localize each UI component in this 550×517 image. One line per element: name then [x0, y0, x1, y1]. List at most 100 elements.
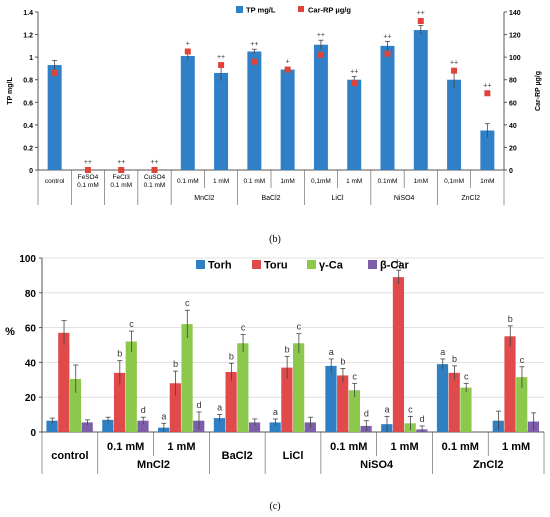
b-car-marker [484, 90, 491, 97]
b-significance-label: ++ [350, 68, 358, 75]
b-left-tick-label: 0.8 [23, 78, 33, 85]
b-tp-bar [280, 69, 295, 170]
b-ylabel-right: Car-RP µg/g [535, 71, 542, 111]
c-significance-label: d [197, 400, 202, 410]
c-significance-label: a [161, 411, 166, 421]
c-legend-label: Torh [208, 260, 232, 272]
c-group-label: ZnCl2 [473, 459, 504, 471]
c-y-tick-label: 0 [30, 428, 36, 439]
b-right-tick-label: 80 [509, 78, 517, 85]
c-bar-β-Car [137, 420, 149, 432]
b-tp-bars [47, 25, 495, 171]
b-left-tick-label: 0 [29, 168, 33, 175]
b-car-marker [317, 51, 324, 58]
b-group-label: LiCl [332, 195, 345, 202]
b-car-marker [384, 50, 391, 57]
c-significance-label: c [408, 404, 413, 414]
b-right-tick-label: 20 [509, 145, 517, 152]
b-category-label: CuSO4 [144, 174, 166, 181]
b-significance-label: + [286, 59, 290, 66]
b-category-label: FeCl3 [113, 174, 131, 181]
b-tp-bar [480, 130, 495, 170]
b-significance-label: ++ [150, 159, 158, 166]
c-significance-label: c [129, 319, 134, 329]
b-tp-bar [214, 72, 229, 170]
c-significance-label: c [185, 298, 190, 308]
b-significance-label: ++ [383, 33, 391, 40]
c-significance-label: a [217, 403, 222, 413]
c-significance-label: b [340, 356, 345, 366]
b-tp-bar [380, 45, 395, 170]
c-bar-Torh [325, 365, 337, 432]
c-bar-β-Car [81, 422, 93, 432]
b-ylabel-left: TP mg/L [7, 77, 14, 105]
c-bar-Toru [504, 336, 516, 432]
b-legend: TP mg/L Car-RP µg/g [236, 6, 351, 15]
c-y-tick-label: 20 [25, 393, 37, 404]
b-tp-bar [313, 44, 328, 170]
c-significance-label: a [273, 407, 278, 417]
c-category-label: 0.1 mM [107, 441, 144, 453]
b-car-marker [84, 167, 91, 173]
c-bar-β-Car [248, 422, 261, 432]
b-tp-bar [413, 30, 428, 170]
c-significance-label: c [352, 371, 357, 381]
b-category-label-line2: 0.1 mM [77, 182, 99, 189]
c-bar-Toru [392, 277, 405, 432]
panel-label-b: (b) [269, 234, 281, 245]
c-legend-label: γ-Ca [319, 260, 344, 272]
b-category-label: 1 mM [213, 178, 229, 185]
b-significance-label: + [186, 41, 190, 48]
c-category-label: 1 mM [167, 441, 195, 453]
b-right-tick-label: 0 [509, 168, 513, 175]
panel-label-c: (c) [269, 501, 280, 512]
c-y-tick-label: 60 [25, 324, 37, 335]
c-significance-label: b [117, 349, 122, 359]
c-significance-label: a [384, 404, 389, 414]
b-left-tick-label: 1 [29, 55, 33, 62]
c-bar-Torh [46, 420, 58, 432]
c-legend-label: Toru [264, 260, 288, 272]
b-tp-bar [347, 79, 362, 170]
c-category-label: 0.1 mM [442, 441, 479, 453]
c-significance-label: b [173, 359, 178, 369]
b-car-marker [284, 66, 291, 73]
b-car-marker [151, 167, 158, 173]
c-category-label: control [51, 450, 88, 462]
c-legend-swatch [368, 260, 377, 269]
b-category-label: 0.1 mM [244, 178, 266, 185]
c-significance-label: b [285, 344, 290, 354]
b-car-marker [451, 67, 458, 74]
c-group-label: MnCl2 [137, 459, 170, 471]
b-left-tick-label: 0.2 [23, 145, 33, 152]
c-legend-swatch [307, 260, 316, 269]
b-right-tick-label: 120 [509, 33, 521, 40]
c-bars [46, 269, 540, 432]
b-car-marker [218, 62, 225, 69]
c-bar-Toru [448, 372, 460, 432]
b-left-tick-label: 0.4 [23, 123, 33, 130]
b-right-tick-label: 60 [509, 100, 517, 107]
c-bar-γ-Ca [348, 390, 360, 432]
b-car-markers [51, 18, 491, 173]
b-category-label: 0,1mM [444, 178, 464, 185]
b-left-tick-label: 1.2 [23, 33, 33, 40]
b-significance-label: ++ [84, 159, 92, 166]
c-category-label: 1 mM [390, 441, 418, 453]
c-y-tick-label: 80 [25, 289, 37, 300]
b-category-label: 0,1mM [311, 178, 331, 185]
b-category-label: 1 mM [346, 178, 362, 185]
b-left-tick-label: 1.4 [23, 10, 33, 17]
c-category-label: 1 mM [502, 441, 530, 453]
b-category-label: 0.1 mM [177, 178, 199, 185]
b-tp-bar [47, 65, 62, 170]
b-car-marker [417, 18, 424, 25]
b-right-tick-label: 140 [509, 10, 521, 17]
c-bar-Toru [169, 383, 181, 432]
b-car-marker [118, 167, 125, 173]
b-group-label: NiSO4 [394, 195, 415, 202]
b-category-label: FeSO4 [78, 174, 99, 181]
